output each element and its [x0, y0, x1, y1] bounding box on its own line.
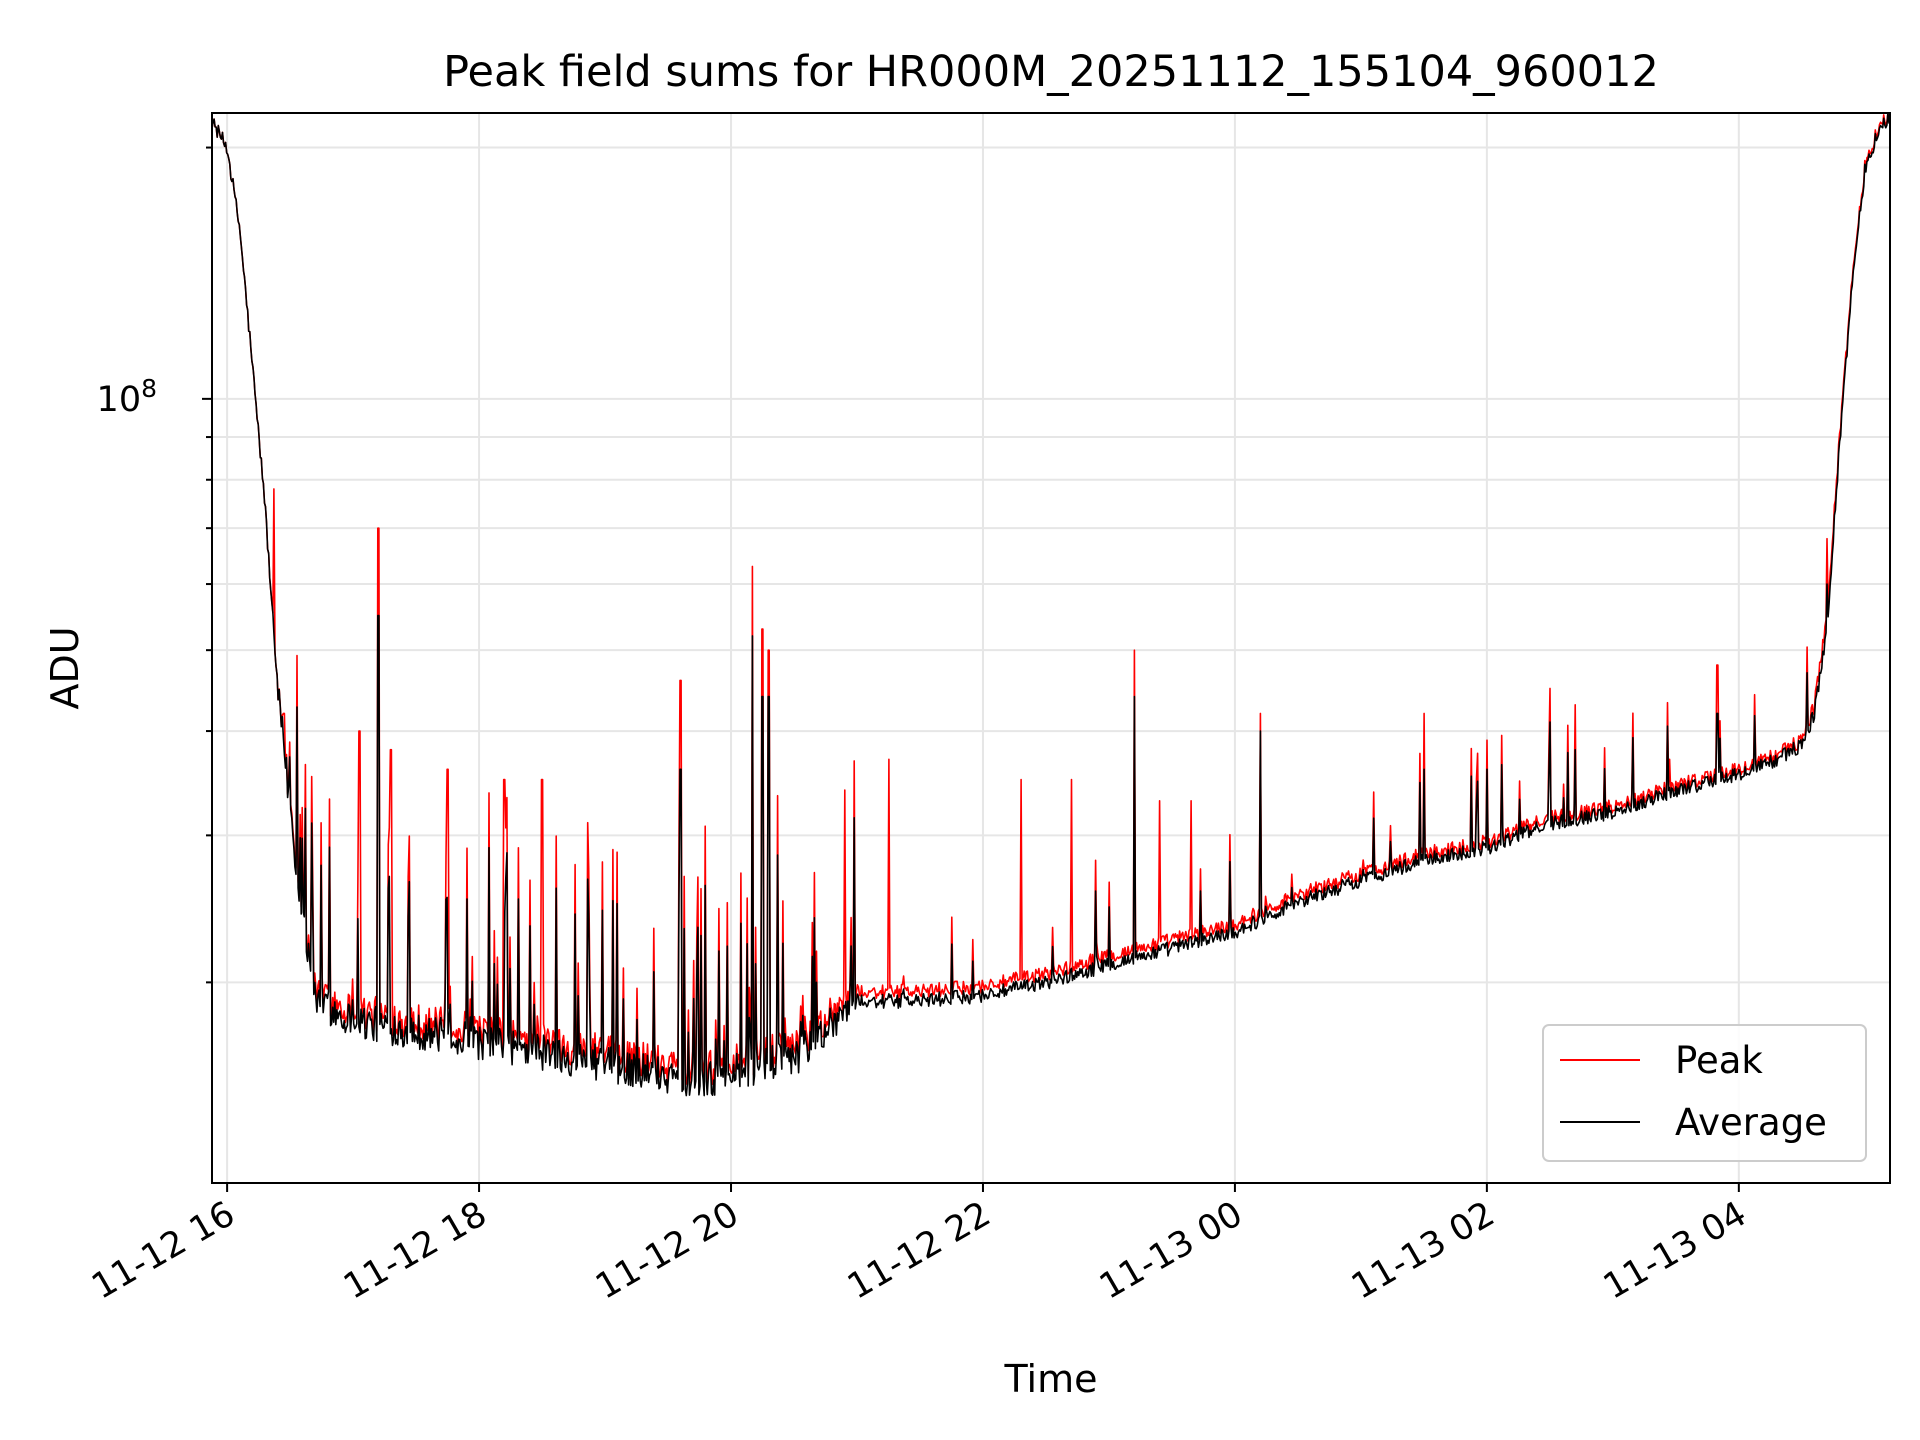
- series-peak-line: [211, 112, 1891, 1086]
- y-axis-label: ADU: [43, 626, 87, 709]
- legend-peak-label: Peak: [1675, 1039, 1763, 1082]
- grid: [212, 113, 1890, 1183]
- chart-title: Peak field sums for HR000M_20251112_1551…: [443, 47, 1659, 97]
- y-tick-label: 108: [97, 374, 157, 420]
- x-axis-label: Time: [1004, 1357, 1098, 1401]
- plot-frame: [211, 112, 1891, 1184]
- series-average-line: [211, 112, 1891, 1097]
- legend: Peak Average: [1542, 1024, 1867, 1162]
- legend-average-label: Average: [1675, 1101, 1827, 1144]
- series-layer: [211, 112, 1891, 1097]
